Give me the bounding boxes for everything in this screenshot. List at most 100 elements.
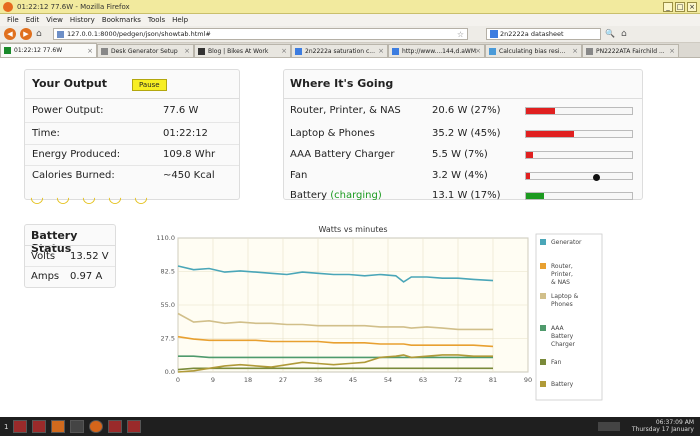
consumer-bar-fill xyxy=(526,193,544,199)
time-label: Time: xyxy=(32,128,60,139)
menu-edit[interactable]: Edit xyxy=(25,16,40,24)
legend-label: Battery xyxy=(551,333,574,340)
menu-help[interactable]: Help xyxy=(172,16,189,24)
consumer-bar-router xyxy=(525,107,633,115)
tab-label: Blog | Bikes At Work xyxy=(208,47,269,55)
menubar: File Edit View History Bookmarks Tools H… xyxy=(0,14,700,26)
maximize-button[interactable]: □ xyxy=(675,2,685,12)
series-line xyxy=(177,354,493,373)
legend-label: Battery xyxy=(551,381,574,388)
search-engine-icon[interactable] xyxy=(490,30,498,38)
tab-desk-generator[interactable]: Desk Generator Setup × xyxy=(97,44,194,57)
consumer-bar-laptop xyxy=(525,130,633,138)
close-button[interactable]: × xyxy=(687,2,697,12)
legend-swatch xyxy=(540,359,546,365)
taskbar-clock[interactable]: 06:37:09 AM Thursday 17 January xyxy=(632,419,694,433)
search-go-icon[interactable]: 🔍 xyxy=(605,29,615,38)
consumer-value-router: 20.6 W (27%) xyxy=(432,105,501,116)
x-tick-label: 45 xyxy=(349,376,357,384)
x-tick-label: 9 xyxy=(211,376,215,384)
window-title: 01:22:12 77.6W - Mozilla Firefox xyxy=(17,2,130,11)
bookmark-star-icon[interactable]: ☆ xyxy=(456,29,464,39)
y-tick-label: 27.5 xyxy=(161,335,175,343)
banana-icon: ◡ xyxy=(56,187,70,206)
tab-pn2222[interactable]: PN2222ATA Fairchild ... × xyxy=(582,44,679,57)
close-tab-icon[interactable]: × xyxy=(87,46,93,55)
home-page-icon[interactable]: ⌂ xyxy=(621,29,627,39)
system-tray[interactable] xyxy=(598,422,620,431)
tab-favicon xyxy=(4,47,11,54)
tab-bias[interactable]: Calculating bias resi... × xyxy=(485,44,582,57)
close-tab-icon[interactable]: × xyxy=(572,47,578,55)
tab-label: http://www....144,d.aWM xyxy=(402,47,477,55)
battery-status: (charging) xyxy=(330,190,382,201)
series-line xyxy=(177,367,493,371)
calories-value: ~450 Kcal xyxy=(163,170,215,181)
watts-chart: Watts vs minutes 0 9 18 27 36 45 54 63 72 81 90 0.0 2… xyxy=(156,225,603,401)
tab-saturation[interactable]: 2n2222a saturation c... × xyxy=(291,44,388,57)
search-input[interactable]: 2n2222a datasheet xyxy=(500,30,564,38)
legend-label: & NAS xyxy=(551,279,570,286)
search-bar[interactable]: 2n2222a datasheet xyxy=(486,28,601,40)
y-tick-label: 0.0 xyxy=(165,368,175,376)
back-icon[interactable]: ◀ xyxy=(4,28,16,40)
forward-icon[interactable]: ▶ xyxy=(20,28,32,40)
close-tab-icon[interactable]: × xyxy=(281,47,287,55)
taskbar-vlc-icon[interactable] xyxy=(51,420,66,433)
close-tab-icon[interactable]: × xyxy=(669,47,675,55)
legend-label: Fan xyxy=(551,359,562,366)
consumer-label-router: Router, Printer, & NAS xyxy=(290,105,401,116)
series-line xyxy=(177,312,493,331)
taskbar-firefox-icon[interactable] xyxy=(89,420,104,433)
x-tick-label: 81 xyxy=(489,376,497,384)
energy-value: 109.8 Whr xyxy=(163,149,216,160)
menu-tools[interactable]: Tools xyxy=(147,16,166,24)
x-tick-label: 90 xyxy=(524,376,532,384)
tab-http[interactable]: http://www....144,d.aWM × xyxy=(388,44,485,57)
consumer-value-laptop: 35.2 W (45%) xyxy=(432,128,501,139)
consumer-label-laptop: Laptop & Phones xyxy=(290,128,375,139)
chart-title: Watts vs minutes xyxy=(318,225,387,234)
menu-view[interactable]: View xyxy=(46,16,63,24)
x-tick-label: 27 xyxy=(279,376,287,384)
taskbar-app-6[interactable] xyxy=(108,420,123,433)
menu-bookmarks[interactable]: Bookmarks xyxy=(101,16,141,24)
taskbar-app-7[interactable] xyxy=(127,420,142,433)
minimize-button[interactable]: _ xyxy=(663,2,673,12)
consumer-label-battery: Battery (charging) xyxy=(290,190,382,201)
taskbar-app-4[interactable] xyxy=(70,420,85,433)
url-bar[interactable]: 127.0.0.1:8000/pedgen/json/showtab.html#… xyxy=(53,28,468,40)
pause-button[interactable]: Pause xyxy=(132,79,167,91)
tab-label: 2n2222a saturation c... xyxy=(305,47,375,55)
consumer-bar-fan xyxy=(525,172,633,180)
tab-power-output[interactable]: 01:22:12 77.6W × xyxy=(0,43,97,57)
close-tab-icon[interactable]: × xyxy=(184,47,190,55)
url-text[interactable]: 127.0.0.1:8000/pedgen/json/showtab.html# xyxy=(67,30,211,38)
legend-swatch xyxy=(540,239,546,245)
legend-label: Laptop & xyxy=(551,293,579,300)
battery-label: Battery xyxy=(290,190,328,201)
calories-label: Calories Burned: xyxy=(32,170,115,181)
series-line xyxy=(178,355,493,359)
tab-blog[interactable]: Blog | Bikes At Work × xyxy=(194,44,291,57)
banana-icon: ◡ xyxy=(108,187,122,206)
power-output-label: Power Output: xyxy=(32,105,104,116)
consumer-bar-fill xyxy=(526,108,555,114)
menu-file[interactable]: File xyxy=(7,16,19,24)
tab-favicon xyxy=(295,47,302,55)
mouse-cursor xyxy=(593,174,600,181)
workspace-number[interactable]: 1 xyxy=(4,422,9,431)
tab-strip: 01:22:12 77.6W × Desk Generator Setup × Bl… xyxy=(0,43,700,58)
home-icon[interactable]: ⌂ xyxy=(36,29,42,39)
your-output-panel: Your Output Pause Power Output: 77.6 W T… xyxy=(24,69,240,206)
y-tick-label: 55.0 xyxy=(161,301,175,309)
taskbar-app-1[interactable] xyxy=(13,420,28,433)
menu-history[interactable]: History xyxy=(69,16,95,24)
consumer-value-battery: 13.1 W (17%) xyxy=(432,190,501,201)
taskbar-app-2[interactable] xyxy=(32,420,47,433)
consumer-bar-fill xyxy=(526,131,574,137)
close-tab-icon[interactable]: × xyxy=(378,47,384,55)
close-tab-icon[interactable]: × xyxy=(475,47,481,55)
consumer-bar-fill xyxy=(526,152,534,158)
clock-time: 06:37:09 AM xyxy=(655,419,694,426)
